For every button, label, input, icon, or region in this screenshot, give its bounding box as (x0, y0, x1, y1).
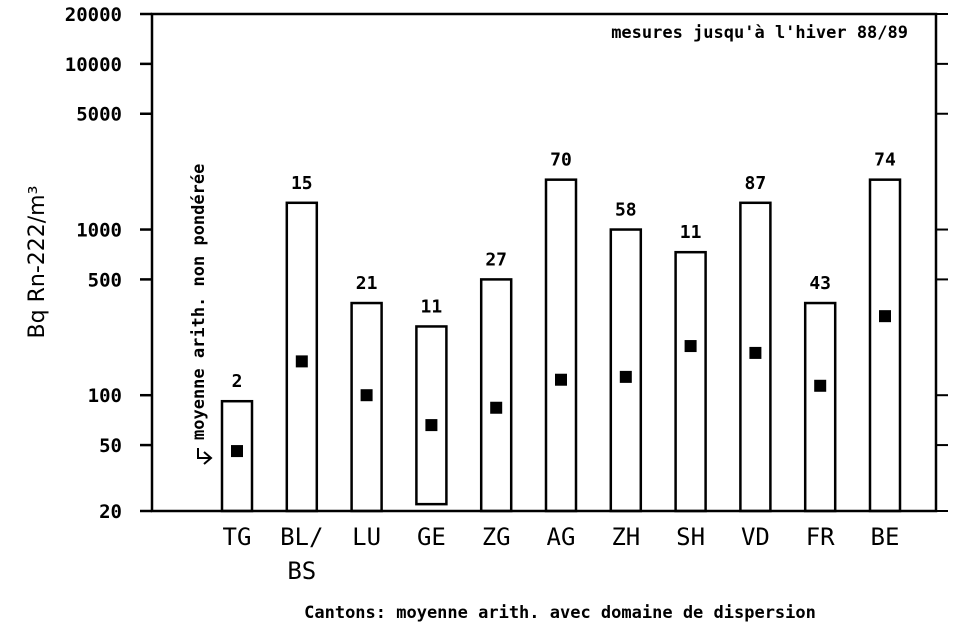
mean-marker (814, 379, 827, 392)
x-tick-label: ZH (611, 523, 641, 551)
mean-marker (490, 401, 503, 414)
x-tick-label: GE (416, 523, 446, 551)
count-label: 11 (421, 296, 443, 317)
y-tick-label: 5000 (76, 104, 122, 126)
y-tick-label: 1000 (76, 220, 122, 242)
mean-marker (749, 346, 762, 359)
range-bar (739, 201, 772, 513)
mean-marker (619, 370, 632, 383)
mean-marker (555, 373, 567, 386)
range-bar (803, 301, 837, 513)
x-axis-label: Cantons: moyenne arith. avec domaine de … (304, 603, 816, 623)
x-tick-label: SH (676, 523, 706, 551)
annotation: mesures jusqu'à l'hiver 88/89 (611, 23, 908, 43)
x-tick-label: BE (870, 523, 900, 551)
y-tick-label: 50 (99, 435, 122, 457)
x-tick-label: TG (222, 523, 252, 551)
x-tick-label: ZG (481, 523, 511, 551)
plot-frame (150, 12, 938, 513)
count-label: 87 (745, 173, 767, 194)
x-tick-label: BL/ BS (280, 523, 324, 585)
y-axis-label: Bq Rn-222/m³ (25, 186, 50, 339)
range-bar (415, 325, 448, 506)
count-label: 27 (485, 249, 507, 270)
count-label: 74 (874, 150, 896, 171)
range-bar (220, 399, 254, 513)
range-bar (479, 278, 513, 513)
count-label: 58 (615, 200, 637, 221)
mean-marker (684, 340, 697, 353)
range-bar (868, 178, 902, 513)
range-bar (544, 178, 578, 513)
y-tick-label: 20000 (65, 4, 122, 26)
range-bar (350, 301, 383, 513)
y-tick-label: 500 (88, 269, 122, 291)
side-note: moyenne arith. non pondérée (189, 164, 209, 440)
range-bar (285, 201, 319, 513)
x-tick-label: VD (740, 523, 770, 551)
mean-marker (879, 310, 891, 323)
mean-marker (360, 389, 373, 402)
range-bar (609, 228, 643, 513)
x-tick-label: AG (546, 523, 576, 551)
mean-marker (295, 355, 308, 368)
y-tick-label: 10000 (65, 54, 122, 76)
count-label: 21 (356, 273, 378, 294)
x-tick-label: LU (352, 523, 382, 551)
y-tick-label: 20 (99, 501, 122, 523)
count-label: 2 (232, 371, 243, 392)
count-label: 70 (550, 150, 572, 171)
x-tick-label: FR (805, 523, 835, 551)
count-label: 11 (680, 222, 702, 243)
mean-marker (231, 445, 243, 458)
mean-marker (425, 419, 438, 432)
side-note-arrow (197, 448, 213, 465)
count-label: 15 (291, 173, 313, 194)
count-label: 43 (809, 273, 831, 294)
range-bar (674, 250, 707, 513)
y-tick-label: 100 (88, 385, 122, 407)
